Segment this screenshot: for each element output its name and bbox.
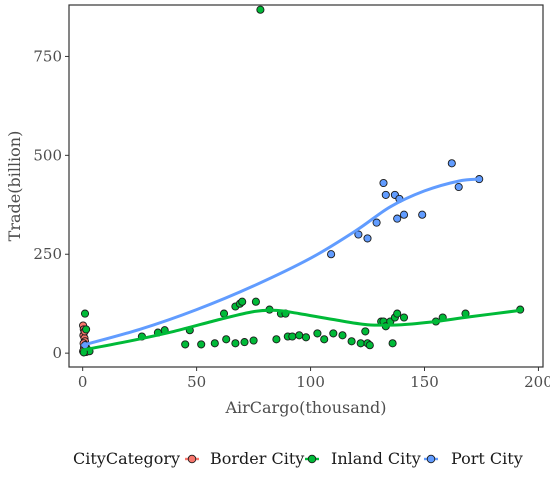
port-city-point	[379, 178, 388, 188]
inland-city-point	[288, 332, 297, 341]
port-city-point	[418, 210, 427, 219]
inland-city-point	[365, 341, 374, 350]
port-city-point	[327, 250, 336, 259]
inland-city-point	[222, 335, 231, 344]
inland-city-point	[80, 309, 90, 318]
inland-city-point	[238, 297, 247, 306]
plot-border	[68, 4, 544, 368]
inland-city-point	[231, 339, 240, 348]
inland-city-point	[249, 336, 258, 345]
port-city-point	[447, 159, 456, 168]
y-tick-label: 0	[52, 344, 62, 362]
y-axis: 0 250 500 750	[33, 47, 69, 362]
x-tick-label: 150	[410, 373, 439, 391]
y-tick-label: 500	[33, 146, 62, 164]
inland-city-point	[338, 331, 347, 340]
inland-city-point	[301, 333, 311, 342]
legend-title: CityCategory	[73, 449, 180, 468]
inland-city-point	[320, 335, 329, 344]
port-city-point	[363, 234, 372, 243]
inland-city-point	[82, 325, 91, 334]
x-axis-title: AirCargo(thousand)	[224, 398, 386, 417]
port-city-point	[399, 210, 409, 219]
inland-city-point	[388, 339, 397, 348]
y-axis-title: Trade(billion)	[5, 131, 24, 242]
legend-key-port-city	[426, 454, 436, 464]
port-city-point	[393, 214, 402, 223]
data-points	[79, 5, 525, 357]
x-tick-label: 0	[78, 373, 88, 391]
inland-city-point	[197, 340, 206, 349]
inland-city-point	[240, 338, 249, 347]
y-tick-label: 250	[33, 245, 62, 263]
x-axis: 0 50 100 150 200	[78, 367, 550, 391]
inland-city-point	[256, 5, 265, 14]
x-tick-label: 200	[524, 373, 550, 391]
inland-city-point	[361, 327, 370, 336]
legend-label-inland-city: Inland City	[331, 449, 421, 468]
inland-city-point	[356, 339, 365, 348]
inland-city-point	[181, 340, 190, 349]
inland-city-point	[313, 329, 322, 338]
inland-city-trend-line	[81, 308, 522, 352]
legend-label-port-city: Port City	[451, 449, 523, 468]
inland-city-point	[251, 297, 260, 306]
trend-lines	[81, 177, 522, 352]
plot-frame	[68, 4, 544, 368]
legend-key-inland-city	[307, 454, 317, 464]
legend: CityCategory Border City Inland City Port …	[73, 449, 523, 468]
inland-city-point	[399, 313, 409, 322]
port-city-point	[381, 190, 390, 199]
port-city-point	[372, 218, 381, 227]
y-tick-label: 750	[33, 47, 62, 65]
inland-city-point	[393, 309, 402, 318]
port-city-point	[354, 230, 363, 239]
inland-city-point	[210, 339, 219, 348]
inland-city-point	[295, 331, 304, 340]
legend-key-border-city	[187, 454, 197, 464]
port-city-trend-line	[81, 177, 481, 347]
x-tick-label: 100	[296, 373, 325, 391]
inland-city-point	[272, 335, 281, 344]
legend-label-border-city: Border City	[210, 449, 304, 468]
x-tick-label: 50	[187, 373, 206, 391]
port-city-point	[454, 182, 463, 192]
inland-city-point	[219, 309, 229, 318]
inland-city-point	[329, 329, 338, 338]
inland-city-point	[347, 337, 356, 346]
